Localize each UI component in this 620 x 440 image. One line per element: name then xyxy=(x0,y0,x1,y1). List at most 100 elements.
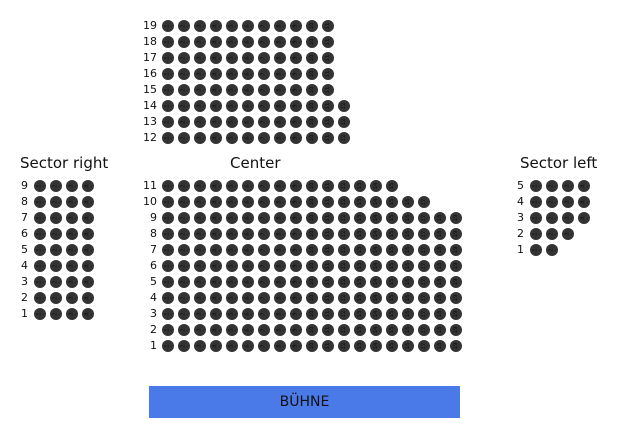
seat[interactable]: 3 xyxy=(194,292,206,304)
seat[interactable]: 3 xyxy=(194,196,206,208)
seat[interactable]: 19 xyxy=(450,212,462,224)
seat[interactable]: 7 xyxy=(258,308,270,320)
seat[interactable]: 2 xyxy=(50,244,62,256)
seat[interactable]: 19 xyxy=(450,260,462,272)
seat[interactable]: 15 xyxy=(386,292,398,304)
seat[interactable]: 6 xyxy=(242,324,254,336)
seat[interactable]: 4 xyxy=(210,100,222,112)
seat[interactable]: 11 xyxy=(322,180,334,192)
seat[interactable]: 13 xyxy=(354,276,366,288)
seat[interactable]: 12 xyxy=(338,292,350,304)
seat[interactable]: 1 xyxy=(34,212,46,224)
seat[interactable]: 17 xyxy=(418,260,430,272)
seat[interactable]: 14 xyxy=(370,260,382,272)
seat[interactable]: 13 xyxy=(354,260,366,272)
seat[interactable]: 1 xyxy=(530,196,542,208)
seat[interactable]: 15 xyxy=(386,308,398,320)
seat[interactable]: 15 xyxy=(386,244,398,256)
seat[interactable]: 11 xyxy=(322,196,334,208)
seat[interactable]: 1 xyxy=(162,308,174,320)
seat[interactable]: 4 xyxy=(210,196,222,208)
seat[interactable]: 19 xyxy=(450,292,462,304)
seat[interactable]: 11 xyxy=(322,84,334,96)
seat[interactable]: 3 xyxy=(66,276,78,288)
seat[interactable]: 11 xyxy=(322,20,334,32)
seat[interactable]: 3 xyxy=(562,180,574,192)
seat[interactable]: 1 xyxy=(162,20,174,32)
seat[interactable]: 2 xyxy=(178,228,190,240)
seat[interactable]: 11 xyxy=(322,260,334,272)
seat[interactable]: 6 xyxy=(242,116,254,128)
seat[interactable]: 18 xyxy=(434,228,446,240)
seat[interactable]: 12 xyxy=(338,260,350,272)
seat[interactable]: 6 xyxy=(242,292,254,304)
seat[interactable]: 3 xyxy=(194,36,206,48)
seat[interactable]: 1 xyxy=(162,132,174,144)
seat[interactable]: 5 xyxy=(226,276,238,288)
seat[interactable]: 6 xyxy=(242,100,254,112)
seat[interactable]: 6 xyxy=(242,84,254,96)
seat[interactable]: 14 xyxy=(370,180,382,192)
seat[interactable]: 19 xyxy=(450,276,462,288)
seat[interactable]: 1 xyxy=(162,228,174,240)
seat[interactable]: 2 xyxy=(178,196,190,208)
seat[interactable]: 18 xyxy=(434,340,446,352)
seat[interactable]: 2 xyxy=(178,276,190,288)
seat[interactable]: 15 xyxy=(386,340,398,352)
seat[interactable]: 9 xyxy=(290,68,302,80)
seat[interactable]: 7 xyxy=(258,340,270,352)
seat[interactable]: 2 xyxy=(178,292,190,304)
seat[interactable]: 14 xyxy=(370,292,382,304)
seat[interactable]: 11 xyxy=(322,68,334,80)
seat[interactable]: 4 xyxy=(82,292,94,304)
seat[interactable]: 2 xyxy=(178,308,190,320)
seat[interactable]: 8 xyxy=(274,260,286,272)
seat[interactable]: 9 xyxy=(290,180,302,192)
seat[interactable]: 2 xyxy=(50,260,62,272)
seat[interactable]: 7 xyxy=(258,260,270,272)
seat[interactable]: 8 xyxy=(274,244,286,256)
seat[interactable]: 7 xyxy=(258,244,270,256)
seat[interactable]: 8 xyxy=(274,180,286,192)
seat[interactable]: 7 xyxy=(258,324,270,336)
seat[interactable]: 14 xyxy=(370,324,382,336)
seat[interactable]: 8 xyxy=(274,84,286,96)
seat[interactable]: 5 xyxy=(226,244,238,256)
seat[interactable]: 2 xyxy=(546,228,558,240)
seat[interactable]: 6 xyxy=(242,180,254,192)
seat[interactable]: 2 xyxy=(178,84,190,96)
seat[interactable]: 1 xyxy=(162,68,174,80)
seat[interactable]: 4 xyxy=(210,340,222,352)
seat[interactable]: 11 xyxy=(322,308,334,320)
seat[interactable]: 9 xyxy=(290,52,302,64)
seat[interactable]: 13 xyxy=(354,340,366,352)
seat[interactable]: 16 xyxy=(402,212,414,224)
seat[interactable]: 13 xyxy=(354,228,366,240)
seat[interactable]: 14 xyxy=(370,244,382,256)
seat[interactable]: 1 xyxy=(162,116,174,128)
seat[interactable]: 8 xyxy=(274,196,286,208)
seat[interactable]: 7 xyxy=(258,100,270,112)
seat[interactable]: 10 xyxy=(306,52,318,64)
seat[interactable]: 17 xyxy=(418,340,430,352)
seat[interactable]: 6 xyxy=(242,260,254,272)
seat[interactable]: 5 xyxy=(226,196,238,208)
seat[interactable]: 9 xyxy=(290,244,302,256)
seat[interactable]: 2 xyxy=(178,52,190,64)
seat[interactable]: 2 xyxy=(546,196,558,208)
seat[interactable]: 9 xyxy=(290,340,302,352)
seat[interactable]: 8 xyxy=(274,228,286,240)
seat[interactable]: 3 xyxy=(66,212,78,224)
seat[interactable]: 4 xyxy=(210,68,222,80)
seat[interactable]: 19 xyxy=(450,340,462,352)
seat[interactable]: 9 xyxy=(290,228,302,240)
seat[interactable]: 12 xyxy=(338,308,350,320)
seat[interactable]: 6 xyxy=(242,20,254,32)
seat[interactable]: 1 xyxy=(34,244,46,256)
seat[interactable]: 2 xyxy=(178,324,190,336)
seat[interactable]: 1 xyxy=(162,292,174,304)
seat[interactable]: 1 xyxy=(34,260,46,272)
seat[interactable]: 3 xyxy=(66,260,78,272)
seat[interactable]: 2 xyxy=(50,228,62,240)
seat[interactable]: 10 xyxy=(306,260,318,272)
